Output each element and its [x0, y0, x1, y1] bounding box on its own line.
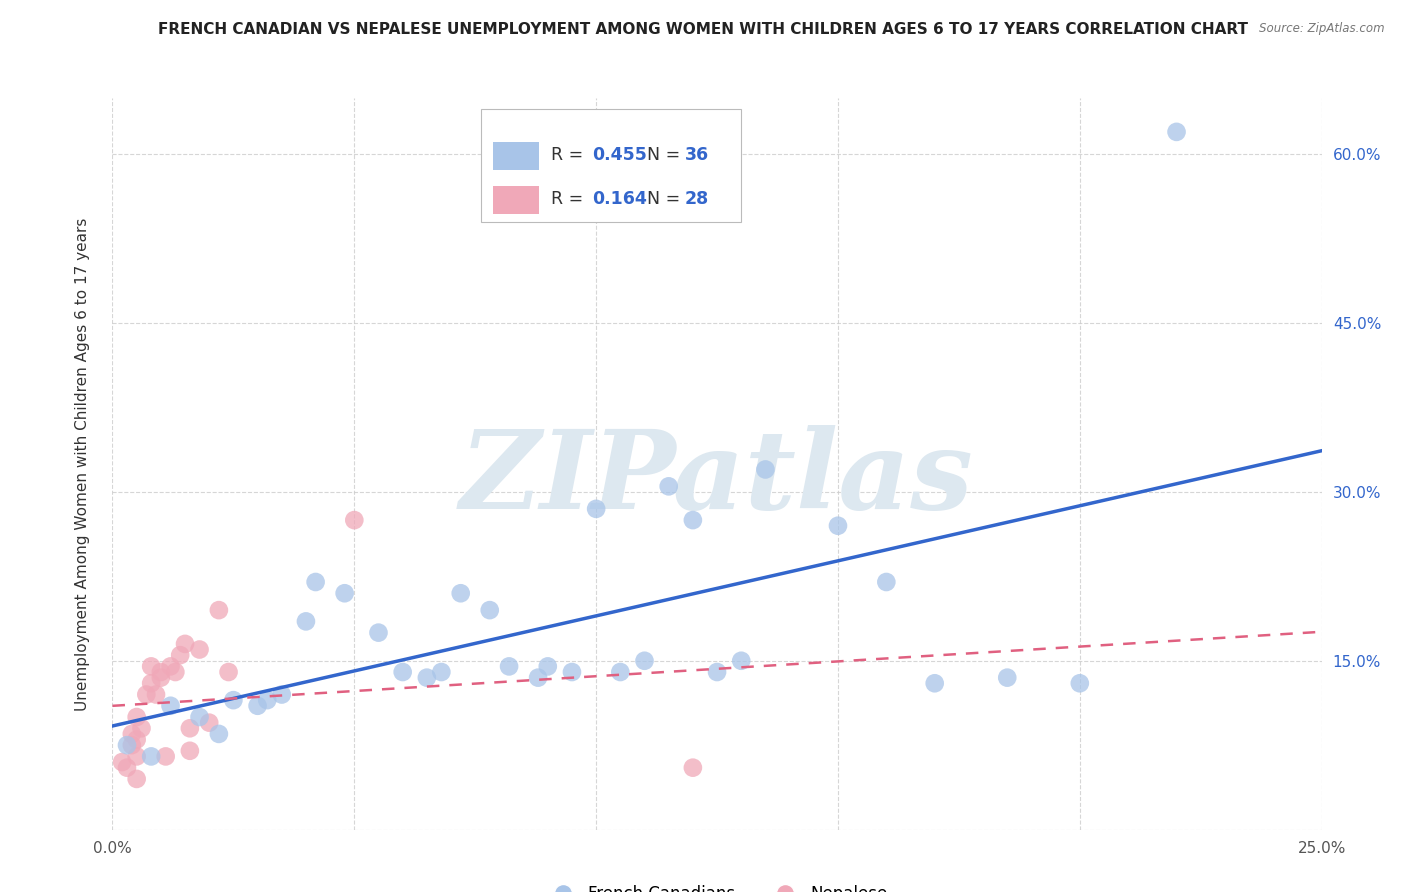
FancyBboxPatch shape — [481, 109, 741, 222]
Point — [1166, 125, 1188, 139]
Point — [174, 637, 197, 651]
Point — [391, 665, 413, 679]
Point — [561, 665, 583, 679]
Point — [658, 479, 681, 493]
Point — [995, 671, 1018, 685]
Point — [115, 738, 138, 752]
Text: FRENCH CANADIAN VS NEPALESE UNEMPLOYMENT AMONG WOMEN WITH CHILDREN AGES 6 TO 17 : FRENCH CANADIAN VS NEPALESE UNEMPLOYMENT… — [157, 22, 1249, 37]
Point — [169, 648, 191, 662]
Point — [450, 586, 472, 600]
Point — [141, 749, 163, 764]
Point — [246, 698, 269, 713]
Text: 36: 36 — [685, 146, 709, 164]
Point — [498, 659, 520, 673]
Text: 0.455: 0.455 — [592, 146, 647, 164]
Point — [730, 654, 752, 668]
Point — [222, 693, 245, 707]
Point — [159, 659, 181, 673]
Point — [270, 688, 292, 702]
Point — [343, 513, 366, 527]
Point — [633, 654, 655, 668]
Point — [155, 749, 177, 764]
Point — [333, 586, 356, 600]
Text: N =: N = — [636, 146, 686, 164]
Text: 0.164: 0.164 — [592, 190, 647, 208]
Text: N =: N = — [636, 190, 686, 208]
Point — [111, 755, 134, 769]
Point — [125, 772, 148, 786]
Point — [125, 732, 148, 747]
Point — [1069, 676, 1091, 690]
Point — [304, 574, 326, 589]
Point — [179, 721, 201, 735]
Point — [585, 501, 607, 516]
Point — [706, 665, 728, 679]
Point — [125, 710, 148, 724]
Point — [188, 710, 211, 724]
Point — [121, 738, 143, 752]
Point — [208, 603, 231, 617]
Point — [218, 665, 240, 679]
Point — [367, 625, 389, 640]
Point — [179, 744, 201, 758]
Point — [145, 688, 167, 702]
Point — [159, 698, 181, 713]
Point — [165, 665, 187, 679]
Point — [295, 615, 318, 629]
Point — [125, 749, 148, 764]
Point — [827, 518, 849, 533]
Text: 28: 28 — [685, 190, 709, 208]
Point — [135, 688, 157, 702]
Point — [416, 671, 439, 685]
Point — [121, 727, 143, 741]
Point — [924, 676, 946, 690]
Point — [188, 642, 211, 657]
Text: ZIPatlas: ZIPatlas — [460, 425, 974, 533]
Point — [149, 665, 172, 679]
Point — [754, 462, 776, 476]
Point — [875, 574, 897, 589]
Point — [609, 665, 631, 679]
Bar — [494, 142, 540, 169]
Text: Source: ZipAtlas.com: Source: ZipAtlas.com — [1260, 22, 1385, 36]
Point — [115, 761, 138, 775]
Point — [149, 671, 172, 685]
Point — [537, 659, 560, 673]
Point — [141, 676, 163, 690]
Y-axis label: Unemployment Among Women with Children Ages 6 to 17 years: Unemployment Among Women with Children A… — [76, 217, 90, 711]
Point — [682, 513, 704, 527]
Bar — [494, 186, 540, 214]
Point — [198, 715, 221, 730]
Point — [208, 727, 231, 741]
Text: R =: R = — [551, 190, 589, 208]
Point — [131, 721, 153, 735]
Point — [430, 665, 453, 679]
Legend: French Canadians, Nepalese: French Canadians, Nepalese — [540, 878, 894, 892]
Point — [141, 659, 163, 673]
Point — [478, 603, 501, 617]
Text: R =: R = — [551, 146, 589, 164]
Point — [527, 671, 550, 685]
Point — [682, 761, 704, 775]
Point — [256, 693, 278, 707]
